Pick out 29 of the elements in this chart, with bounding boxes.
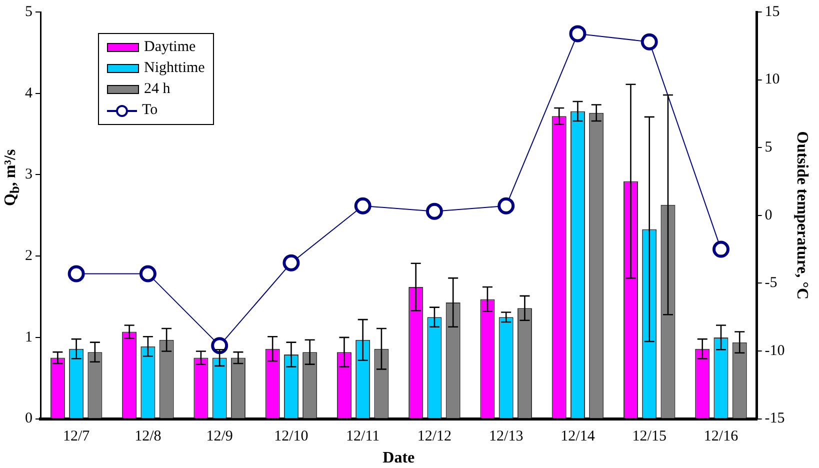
- y2-axis-title: Outside temperature, °C: [793, 131, 810, 300]
- x-tick-label: 12/14: [560, 428, 596, 445]
- y2-tick-label: 0: [764, 207, 772, 224]
- x-tick-label: 12/12: [417, 428, 452, 445]
- x-tick-label: 12/11: [346, 428, 380, 445]
- y2-tick-label: -5: [764, 275, 778, 292]
- x-tick-label: 12/16: [704, 428, 739, 445]
- x-axis-title: Date: [382, 450, 415, 467]
- y2-tick-label: 15: [764, 4, 780, 20]
- y-tick-label: 1: [25, 329, 32, 346]
- y2-tick-label: -15: [764, 410, 785, 427]
- y2-tick-label: 10: [764, 72, 780, 88]
- y-tick-label: 5: [25, 4, 32, 20]
- x-tick-label: 12/15: [632, 428, 666, 445]
- legend-label: Daytime: [144, 39, 196, 56]
- y2-tick-label: 5: [764, 140, 772, 156]
- x-tick-label: 12/7: [62, 428, 90, 445]
- y-tick-label: 3: [25, 166, 32, 183]
- y-tick-label: 2: [25, 248, 32, 264]
- y-tick-label: 4: [25, 85, 33, 102]
- y2-tick-label: -10: [764, 342, 785, 359]
- x-tick-label: 12/10: [274, 428, 308, 445]
- legend-label: 24 h: [144, 81, 170, 98]
- y-tick-label: 0: [25, 410, 32, 427]
- x-tick-label: 12/8: [134, 428, 162, 445]
- x-tick-label: 12/9: [206, 428, 233, 445]
- legend-label: To: [142, 102, 158, 119]
- legend-label: Nighttime: [144, 60, 205, 77]
- x-tick-label: 12/13: [489, 428, 524, 445]
